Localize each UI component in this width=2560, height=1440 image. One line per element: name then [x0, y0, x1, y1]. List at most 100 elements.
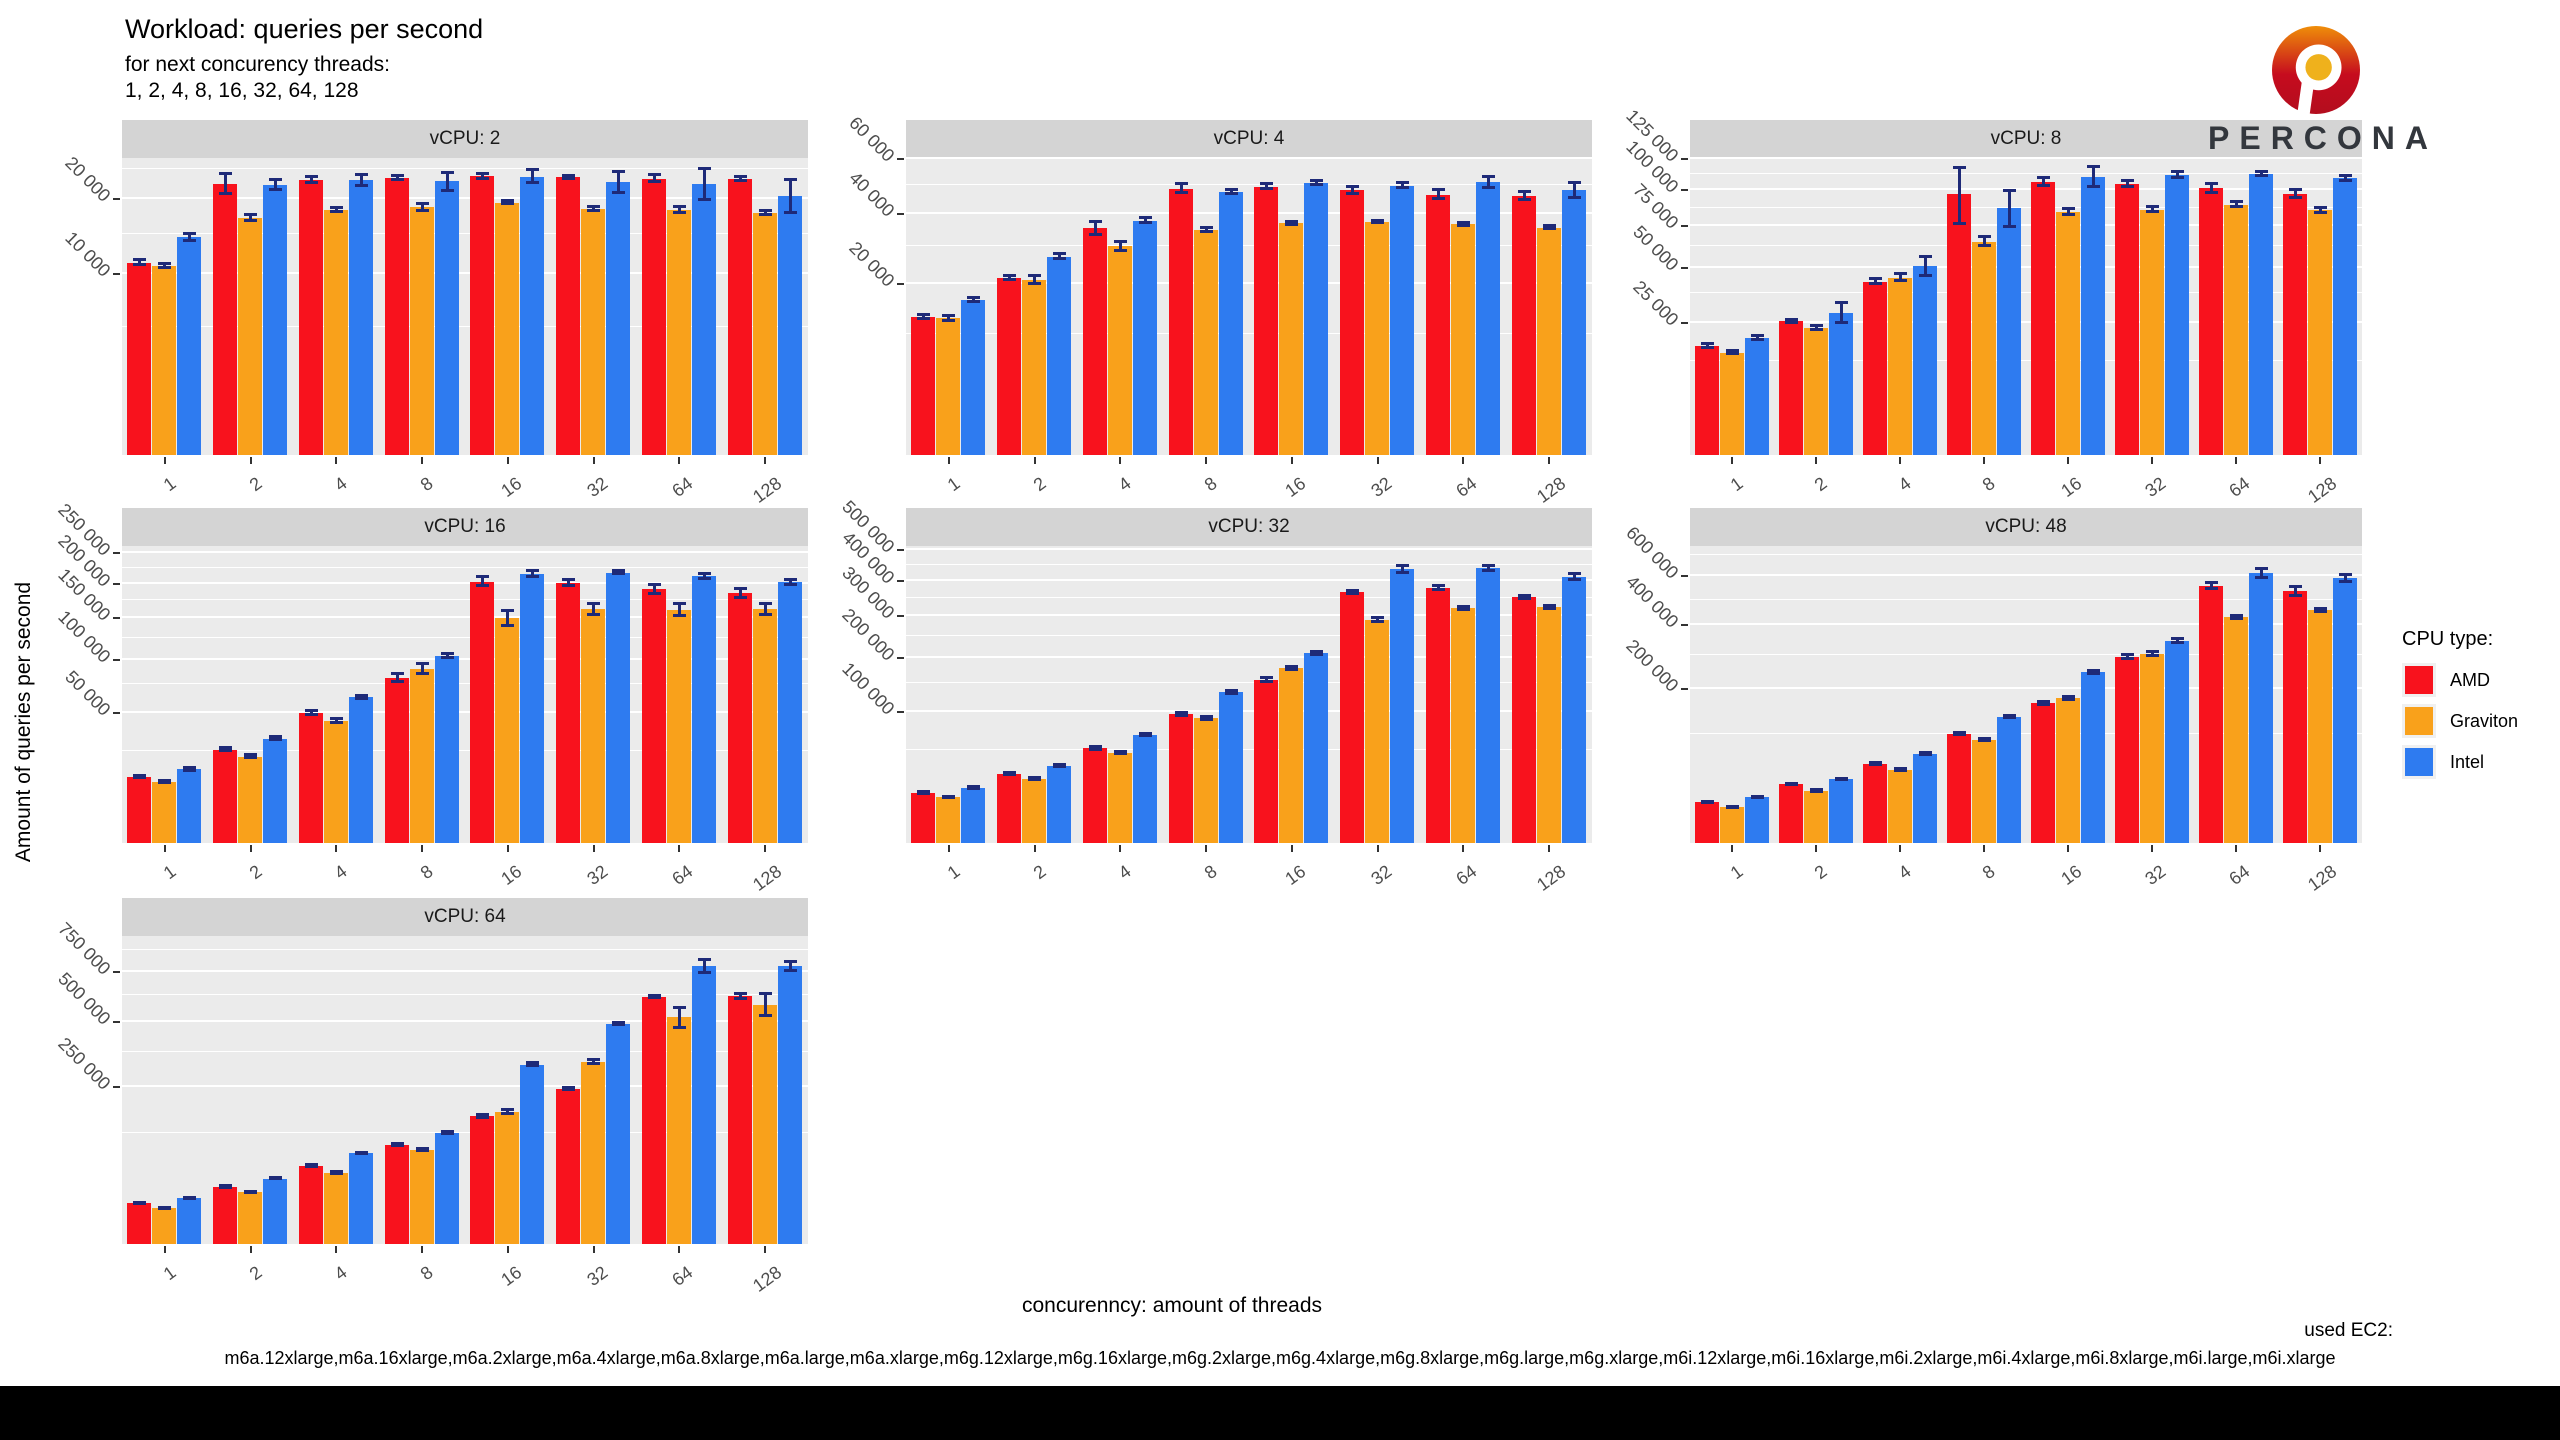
gridline-minor	[906, 597, 1592, 599]
error-bar	[420, 664, 424, 675]
error-bar-cap	[783, 577, 797, 581]
bar-graviton-c8	[1193, 230, 1218, 455]
bar-graviton-c8	[409, 668, 434, 843]
error-bar	[1008, 275, 1012, 281]
error-bar-cap	[1542, 227, 1556, 231]
bar-amd-c8	[1168, 188, 1193, 455]
bar-amd-c8	[1946, 734, 1971, 843]
bar-amd-c8	[384, 677, 409, 843]
error-bar	[2150, 207, 2154, 212]
bar-intel-c4	[1132, 735, 1157, 843]
error-bar-cap	[1346, 588, 1360, 592]
error-bar-cap	[562, 584, 576, 588]
bar-intel-c64	[2248, 573, 2273, 843]
gridline-major	[122, 969, 808, 972]
error-bar-cap	[2338, 572, 2352, 576]
bar-graviton-c4	[323, 209, 348, 455]
error-bar-cap	[1977, 235, 1991, 239]
bar-amd-c2	[1778, 784, 1803, 843]
legend-label-intel: Intel	[2450, 751, 2485, 772]
error-bar-cap	[1028, 274, 1042, 278]
gridline-minor	[906, 635, 1592, 637]
gridline-major	[122, 197, 808, 200]
gridline-minor	[122, 599, 808, 601]
x-tick-label: 32	[2141, 861, 2170, 889]
error-bar-cap	[1517, 597, 1531, 601]
x-tick-mark	[592, 1246, 595, 1253]
error-bar	[592, 604, 596, 615]
bar-intel-c4	[1912, 754, 1937, 843]
bar-intel-c32	[606, 182, 631, 455]
error-bar-cap	[1310, 652, 1324, 656]
y-tick-label: 40 000	[845, 167, 899, 221]
error-bar	[763, 994, 767, 1016]
plot-area	[122, 158, 808, 455]
error-bar-cap	[967, 300, 981, 304]
error-bar-cap	[647, 583, 661, 587]
error-bar-cap	[476, 575, 490, 579]
x-tick-label: 1	[1726, 473, 1747, 496]
bar-amd-c1	[127, 1203, 152, 1244]
error-bar-cap	[269, 178, 283, 182]
facet-strip-vcpu-vcpu-vcpu-vcpu-vcpu-vcpu-4: vCPU: 4	[906, 120, 1592, 158]
amd-swatch-icon	[2405, 666, 2433, 694]
bar-intel-c2	[1828, 312, 1853, 455]
y-tick-mark	[113, 1020, 120, 1023]
error-bar-cap	[1542, 603, 1556, 607]
error-bar-cap	[2204, 587, 2218, 591]
x-tick-mark	[163, 1246, 166, 1253]
error-bar-cap	[501, 199, 515, 202]
error-bar-cap	[1396, 564, 1410, 568]
error-bar-cap	[133, 258, 147, 262]
error-bar	[788, 961, 792, 972]
bar-graviton-c64	[666, 1017, 691, 1244]
x-tick-mark	[1462, 845, 1465, 852]
error-bar-cap	[1918, 752, 1932, 756]
error-bar	[1486, 176, 1490, 189]
error-bar-cap	[2288, 584, 2302, 588]
error-bar-cap	[647, 996, 661, 1000]
x-tick-mark	[249, 1246, 252, 1253]
page-title: Workload: queries per second	[125, 14, 484, 44]
plot-area	[906, 157, 1592, 455]
error-bar	[531, 170, 535, 184]
bar-graviton-c4	[1107, 246, 1132, 455]
error-bar-cap	[2120, 653, 2134, 657]
error-bar-cap	[244, 753, 258, 757]
bar-graviton-c2	[1022, 779, 1047, 843]
y-tick-mark	[113, 1085, 120, 1088]
error-bar-cap	[2313, 210, 2327, 214]
error-bar-cap	[354, 173, 368, 176]
y-tick-label: 750 000	[54, 918, 115, 979]
bar-intel-c8	[1218, 192, 1243, 455]
facet-strip-vcpu-vcpu-vcpu-vcpu-vcpu-vcpu-32: vCPU: 32	[906, 508, 1592, 546]
x-tick-mark	[678, 1246, 681, 1253]
bar-amd-c128	[727, 996, 752, 1244]
x-tick-label: 4	[1894, 473, 1915, 496]
x-tick-label: 2	[245, 473, 266, 496]
error-bar-cap	[219, 746, 233, 750]
bar-intel-c4	[348, 697, 373, 843]
bar-intel-c8	[434, 181, 459, 455]
error-bar	[506, 610, 510, 627]
x-tick-label: 128	[1533, 473, 1570, 507]
error-bar-cap	[2254, 567, 2268, 571]
error-bar-cap	[2204, 182, 2218, 186]
gridline-major	[1690, 623, 2362, 626]
bar-intel-c2	[1047, 256, 1072, 455]
bar-amd-c16	[470, 581, 495, 843]
gridline-minor	[122, 326, 808, 328]
bar-intel-c2	[263, 1178, 288, 1244]
bar-graviton-c8	[1193, 718, 1218, 843]
bar-amd-c1	[127, 262, 152, 455]
error-bar-cap	[183, 766, 197, 770]
error-bar-cap	[1750, 334, 1764, 338]
error-bar-cap	[501, 624, 515, 628]
bar-graviton-c64	[2223, 204, 2248, 455]
x-tick-mark	[1376, 457, 1379, 464]
error-bar-cap	[2338, 579, 2352, 583]
x-tick-mark	[2151, 457, 2153, 464]
error-bar-cap	[783, 211, 797, 215]
bar-intel-c64	[2248, 174, 2273, 455]
bar-graviton-c4	[1887, 770, 1912, 843]
